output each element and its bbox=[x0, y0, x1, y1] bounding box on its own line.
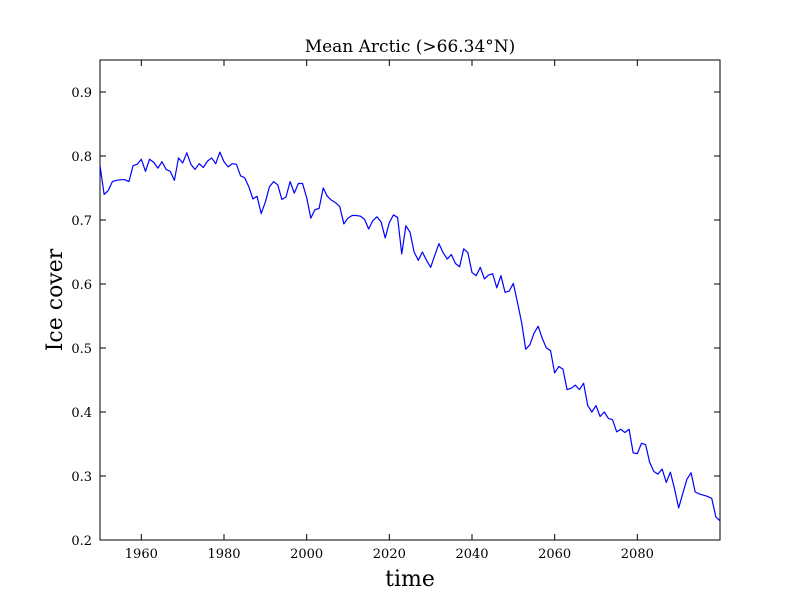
y-tick-label: 0.3 bbox=[71, 470, 92, 485]
x-tick-label: 1980 bbox=[207, 547, 240, 562]
y-tick-label: 0.8 bbox=[71, 150, 92, 165]
x-tick-label: 2020 bbox=[373, 547, 406, 562]
ice-cover-series-line bbox=[99, 151, 721, 522]
y-axis-label: Ice cover bbox=[43, 248, 68, 351]
y-tick-label: 0.7 bbox=[71, 214, 92, 229]
y-tick-label: 0.2 bbox=[71, 534, 92, 549]
y-tick-label: 0.4 bbox=[71, 406, 92, 421]
x-tick-label: 2000 bbox=[290, 547, 323, 562]
chart-title: Mean Arctic (>66.34°N) bbox=[305, 37, 516, 57]
x-tick-label: 2060 bbox=[538, 547, 571, 562]
y-tick-label: 0.9 bbox=[71, 86, 92, 101]
x-tick-label: 2040 bbox=[455, 547, 488, 562]
series-layer bbox=[99, 151, 721, 522]
y-tick-label: 0.6 bbox=[71, 278, 92, 293]
x-tick-label: 2080 bbox=[621, 547, 654, 562]
axis-ticks: 1960 1980 2000 2020 2040 2060 2080 0.2 0.3 0.4 0.5… bbox=[71, 60, 720, 562]
y-tick-label: 0.5 bbox=[71, 342, 92, 357]
x-axis-label: time bbox=[385, 567, 435, 592]
x-tick-label: 1960 bbox=[125, 547, 158, 562]
plot-area bbox=[99, 59, 721, 541]
